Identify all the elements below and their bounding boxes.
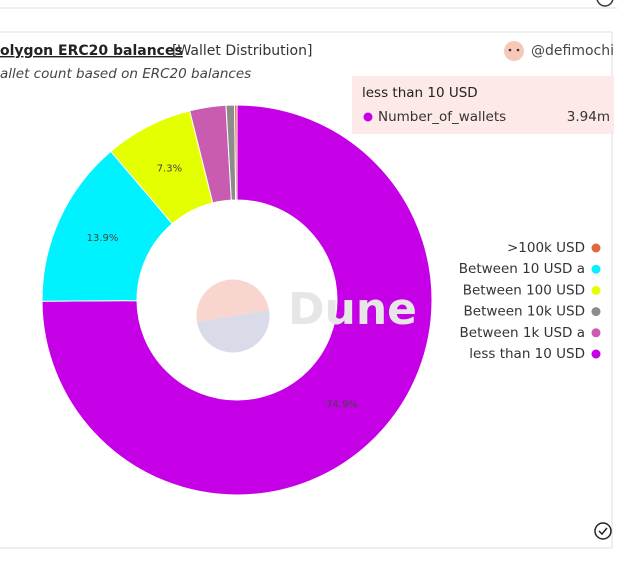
legend-dot xyxy=(591,285,601,295)
slice-label: 13.9% xyxy=(87,233,119,244)
legend-dot xyxy=(591,264,601,274)
legend-label: >100k USD xyxy=(507,240,585,256)
legend-label: Between 10 USD a xyxy=(459,261,585,277)
legend-label: less than 10 USD xyxy=(469,346,585,362)
chart-subtitle: allet count based on ERC20 balances xyxy=(0,66,251,82)
watermark: Dune xyxy=(196,279,417,353)
legend-label: Between 100 USD xyxy=(463,282,585,298)
legend-label: Between 10k USD xyxy=(464,304,586,320)
slice-label: 7.3% xyxy=(157,163,182,174)
watermark-text: Dune xyxy=(288,284,417,335)
tooltip-dot xyxy=(363,112,373,122)
top-icon[interactable] xyxy=(596,0,614,7)
slice xyxy=(234,104,238,201)
slice-label: 74.9% xyxy=(326,399,358,410)
tooltip-series: Number_of_wallets xyxy=(378,109,506,125)
chart-title[interactable]: olygon ERC20 balances xyxy=(0,43,183,59)
watermark-logo xyxy=(197,310,270,353)
tooltip-title: less than 10 USD xyxy=(362,85,478,101)
legend-label: Between 1k USD a xyxy=(460,325,585,341)
tooltip-value: 3.94m xyxy=(567,109,610,125)
legend-dot xyxy=(591,307,601,317)
avatar-eye xyxy=(508,48,512,52)
watermark-logo xyxy=(196,279,269,322)
avatar-eye xyxy=(516,48,520,52)
legend-dot xyxy=(591,243,601,253)
chart-tag: [Wallet Distribution] xyxy=(172,43,312,59)
avatar[interactable] xyxy=(504,41,524,61)
tooltip xyxy=(352,76,614,134)
slice xyxy=(41,104,433,496)
legend-dot xyxy=(591,328,601,338)
author[interactable]: @defimochi xyxy=(531,43,614,59)
legend-dot xyxy=(591,349,601,359)
check-mark xyxy=(598,527,608,536)
check-icon[interactable] xyxy=(594,522,612,540)
